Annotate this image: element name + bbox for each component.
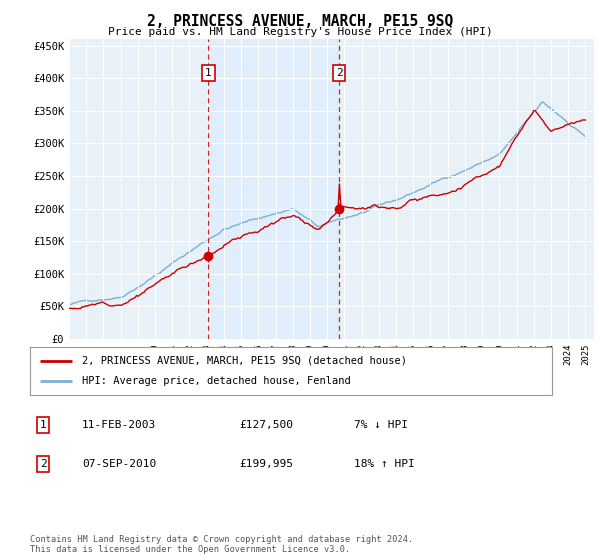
Text: HPI: Average price, detached house, Fenland: HPI: Average price, detached house, Fenl…	[82, 376, 351, 386]
Text: 1: 1	[40, 420, 46, 430]
Text: 2, PRINCESS AVENUE, MARCH, PE15 9SQ: 2, PRINCESS AVENUE, MARCH, PE15 9SQ	[147, 14, 453, 29]
Text: 1: 1	[205, 68, 212, 78]
Bar	[208, 39, 339, 339]
Text: 2: 2	[336, 68, 343, 78]
Text: £199,995: £199,995	[239, 459, 293, 469]
Text: 11-FEB-2003: 11-FEB-2003	[82, 420, 157, 430]
Text: 7% ↓ HPI: 7% ↓ HPI	[353, 420, 407, 430]
Text: 18% ↑ HPI: 18% ↑ HPI	[353, 459, 415, 469]
Text: Contains HM Land Registry data © Crown copyright and database right 2024.
This d: Contains HM Land Registry data © Crown c…	[30, 535, 413, 554]
Text: 07-SEP-2010: 07-SEP-2010	[82, 459, 157, 469]
Text: £127,500: £127,500	[239, 420, 293, 430]
Text: Price paid vs. HM Land Registry's House Price Index (HPI): Price paid vs. HM Land Registry's House …	[107, 27, 493, 37]
Text: 2, PRINCESS AVENUE, MARCH, PE15 9SQ (detached house): 2, PRINCESS AVENUE, MARCH, PE15 9SQ (det…	[82, 356, 407, 366]
Text: 2: 2	[40, 459, 46, 469]
